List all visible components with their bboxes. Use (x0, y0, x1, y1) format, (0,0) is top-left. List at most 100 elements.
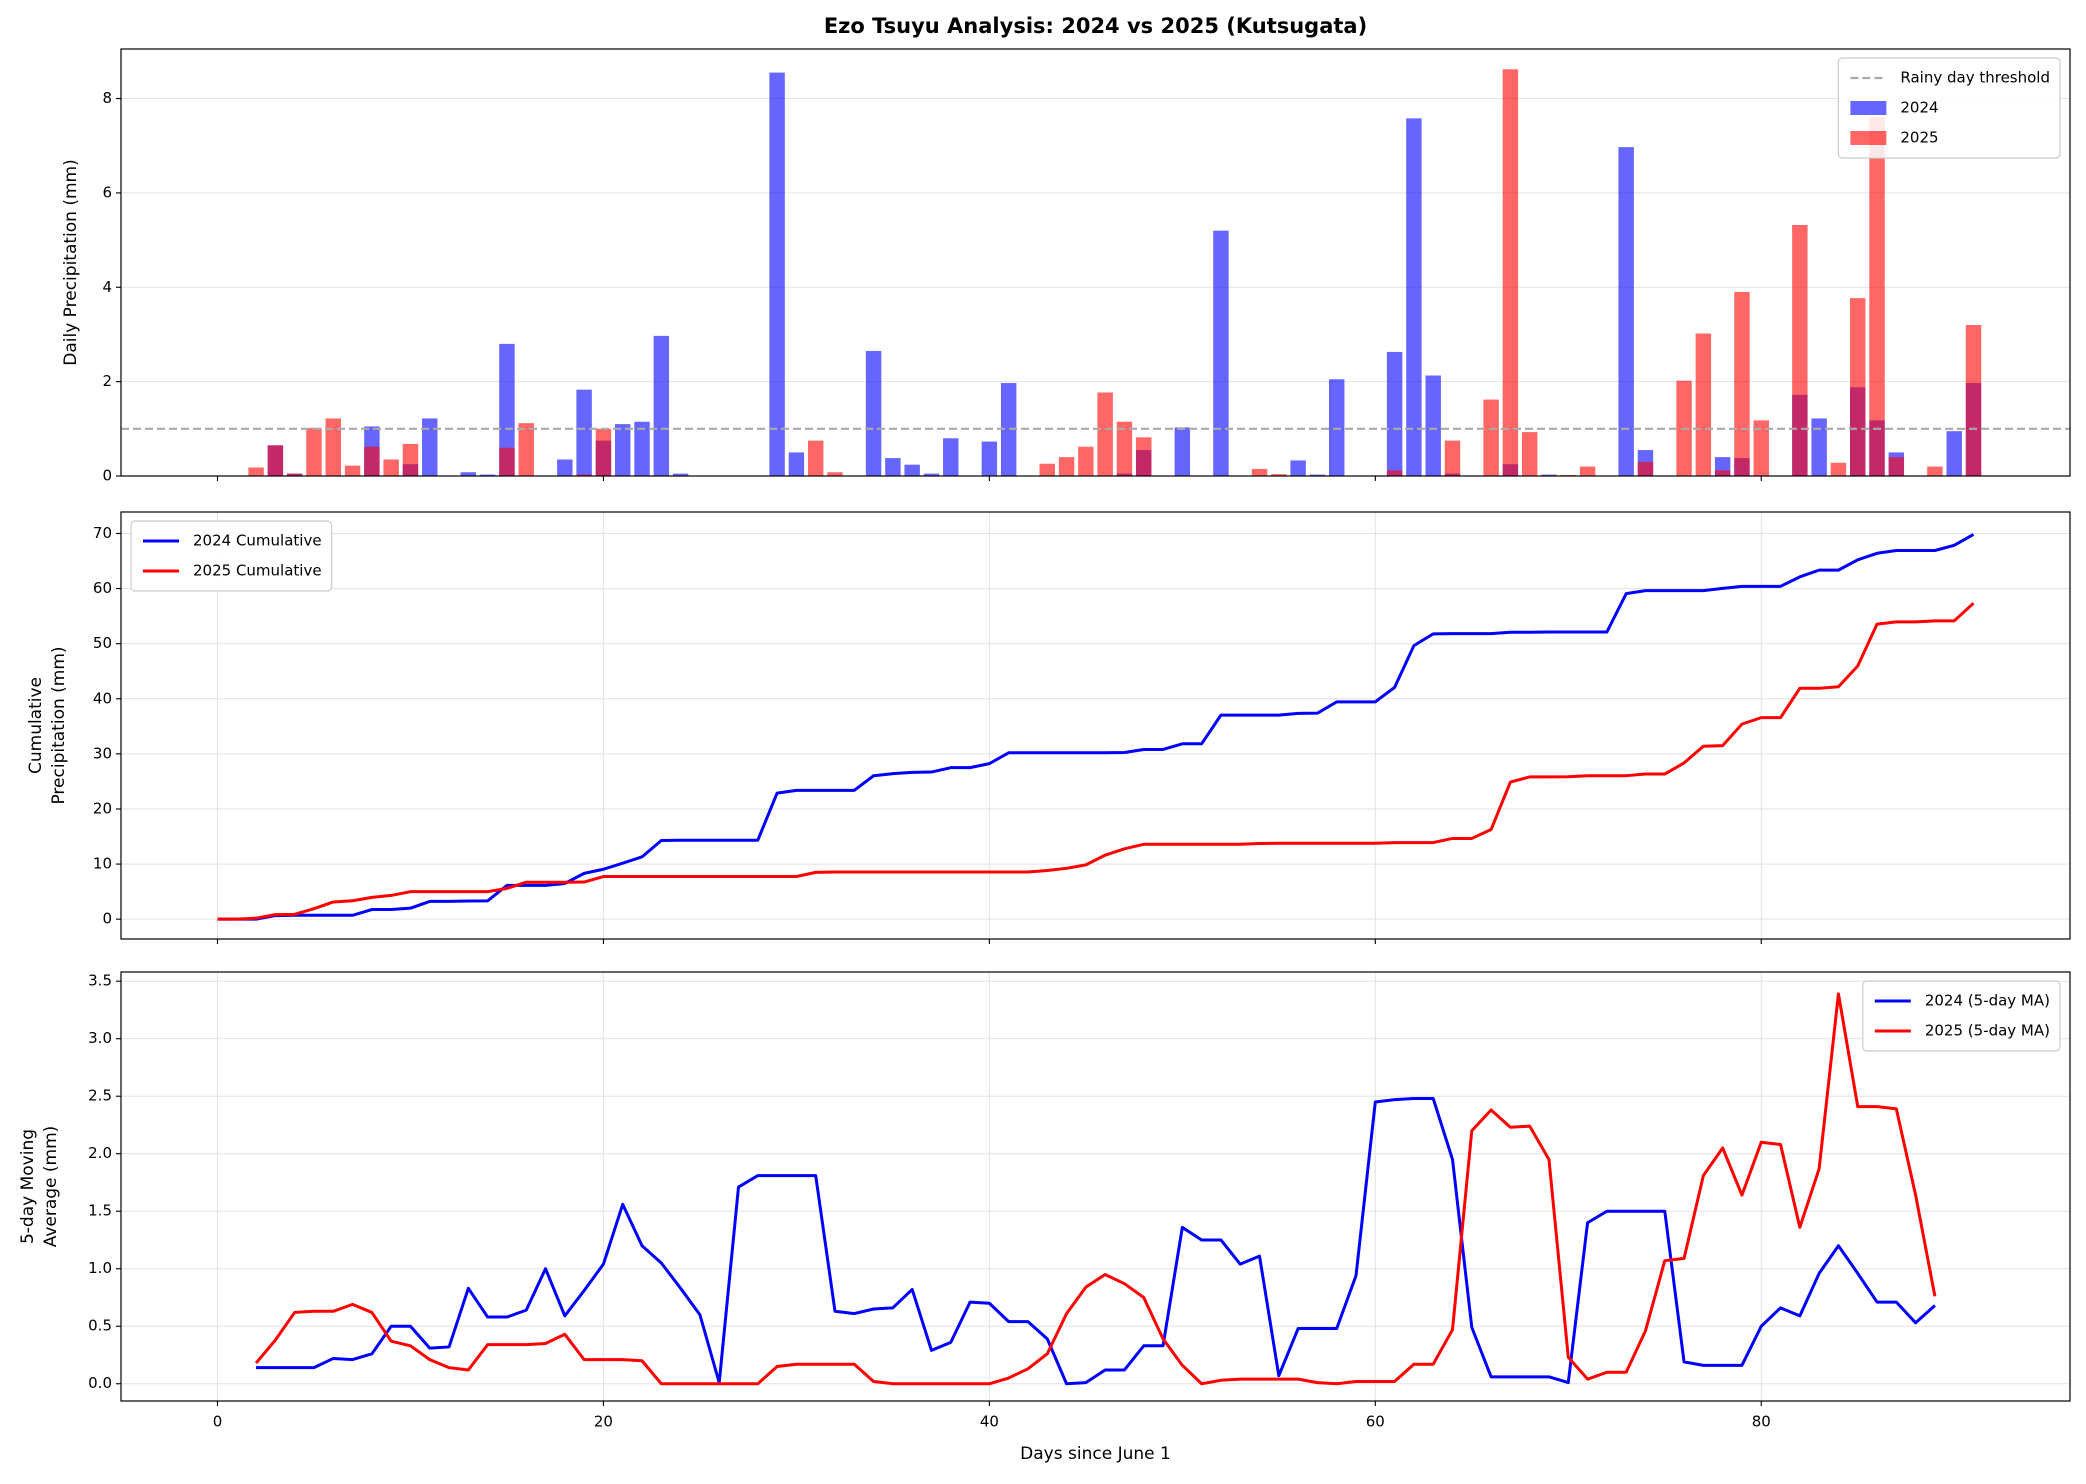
bar (1425, 375, 1441, 476)
bar (1328, 379, 1345, 476)
bar (885, 458, 901, 476)
bar (923, 473, 940, 476)
bar (1251, 468, 1268, 476)
legend-box (1862, 980, 2061, 1052)
bar (383, 459, 399, 476)
x-axis-label: Days since June 1 (1020, 1444, 1171, 1464)
bar (1386, 351, 1403, 476)
bar (1521, 432, 1538, 476)
bar (1946, 431, 1962, 476)
bar (1116, 421, 1133, 476)
bar (267, 445, 284, 476)
bar (306, 427, 322, 476)
y-tick-label: 70 (93, 524, 112, 542)
legend-box (130, 520, 333, 592)
y-tick-label: 4 (102, 278, 112, 296)
bar (1406, 118, 1422, 477)
legend: Rainy day threshold 2024 2025 (1837, 57, 2061, 159)
x-tick-label: 40 (980, 1413, 999, 1431)
bar (1965, 325, 1982, 476)
legend: 2024 (5-day MA) 2025 (5-day MA) (1862, 980, 2061, 1052)
y-tick-label: 30 (93, 744, 112, 762)
legend-box (1837, 57, 2061, 159)
bar (943, 438, 959, 476)
axes-frame (120, 971, 2071, 1402)
bar (576, 474, 592, 476)
bar (325, 418, 341, 476)
bar (1714, 470, 1731, 476)
bar (1811, 418, 1827, 476)
bar (344, 465, 361, 476)
bar (499, 343, 515, 476)
bar (595, 428, 612, 476)
y-tick-label: 2 (102, 372, 112, 390)
bar (769, 72, 785, 477)
x-tick-label: 0 (213, 1413, 223, 1431)
y-axis-label: Cumulative (26, 677, 46, 774)
y-tick-label: 0.5 (88, 1317, 112, 1335)
legend-label: 2024 Cumulative (193, 532, 322, 550)
chart-title: Ezo Tsuyu Analysis: 2024 vs 2025 (Kutsug… (824, 14, 1367, 38)
y-tick-label: 3.0 (88, 1029, 112, 1047)
y-axis-label: Average (mm) (41, 1126, 61, 1248)
bar (1078, 446, 1094, 476)
bar (1097, 392, 1113, 476)
bar (499, 447, 515, 476)
y-tick-label: 50 (93, 634, 112, 652)
bar (1174, 427, 1191, 476)
x-tick-label: 80 (1752, 1413, 1771, 1431)
y-tick-label: 2.0 (88, 1144, 112, 1162)
bar (1290, 460, 1306, 476)
bar (576, 389, 592, 476)
bar (1386, 470, 1403, 476)
bar (634, 421, 650, 476)
bar (1039, 463, 1055, 476)
x-tick-label: 60 (1366, 1413, 1385, 1431)
bar (557, 459, 573, 476)
y-tick-label: 0.0 (88, 1374, 112, 1392)
y-axis-label: Precipitation (mm) (49, 646, 69, 804)
bar (364, 446, 380, 476)
bar (807, 440, 824, 476)
y-tick-label: 1.5 (88, 1202, 112, 1220)
data-line (217, 602, 1975, 921)
bar (653, 335, 670, 476)
bar (981, 441, 998, 476)
bar (1502, 69, 1519, 477)
data-line (217, 533, 1975, 921)
bar (479, 474, 496, 476)
y-tick-label: 0 (102, 467, 112, 485)
bar (615, 424, 631, 476)
legend-label: 2024 (1900, 99, 1938, 117)
bar (518, 423, 534, 476)
bar (904, 464, 920, 476)
bar (1695, 333, 1712, 476)
subplot: 0 2 4 6 8 Ezo Tsuyu Analysis: 2024 vs 2025 (K… (61, 14, 2071, 485)
axes-frame (120, 511, 2071, 940)
data-line (256, 1097, 1936, 1386)
legend-label: Rainy day threshold (1900, 69, 2050, 87)
bar (1483, 399, 1499, 476)
y-tick-label: 40 (93, 689, 112, 707)
y-tick-label: 6 (102, 183, 112, 201)
bar (1541, 474, 1557, 476)
y-tick-label: 60 (93, 579, 112, 597)
bar (1734, 291, 1750, 476)
y-tick-label: 20 (93, 799, 112, 817)
y-tick-label: 0 (102, 910, 112, 928)
legend-label: 2024 (5-day MA) (1925, 992, 2050, 1010)
bar (827, 472, 843, 476)
y-tick-label: 8 (102, 89, 112, 107)
bar (460, 472, 477, 476)
bar (248, 467, 264, 476)
legend-swatch (1850, 131, 1887, 145)
bar (788, 452, 805, 476)
bar (672, 473, 689, 476)
legend-swatch (1850, 101, 1887, 115)
bar (865, 350, 882, 476)
bar (1618, 147, 1634, 476)
y-axis-label: Daily Precipitation (mm) (61, 159, 81, 365)
